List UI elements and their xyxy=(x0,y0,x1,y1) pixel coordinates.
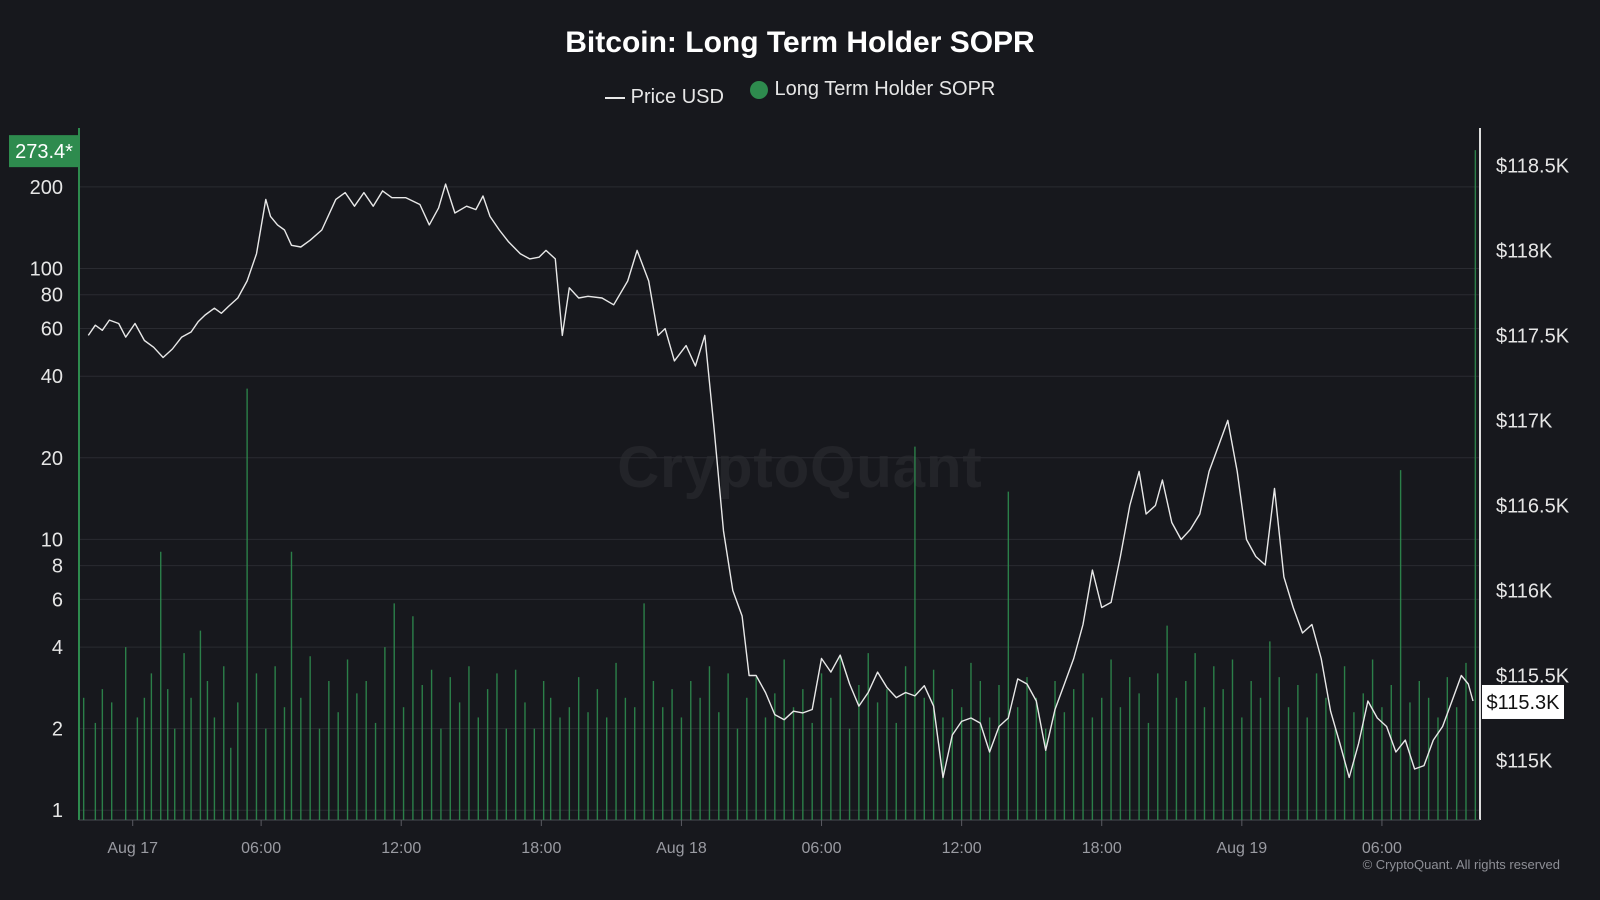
copyright-notice: © CryptoQuant. All rights reserved xyxy=(1362,857,1560,872)
legend-line-icon xyxy=(604,96,625,99)
y-right-tick-label: $117.5K xyxy=(1496,325,1570,347)
x-tick-label: Aug 18 xyxy=(656,840,707,857)
y-left-tick-label: 2 xyxy=(52,719,63,741)
chart-legend: Price USD Long Term Holder SOPR xyxy=(0,78,1600,109)
sopr-current-value: 273.4* xyxy=(15,141,73,163)
price-current-badge xyxy=(1482,684,1564,719)
y-left-tick-label: 4 xyxy=(52,637,63,659)
legend-item-sopr[interactable]: Long Term Holder SOPR xyxy=(749,78,996,101)
legend-label-sopr: Long Term Holder SOPR xyxy=(774,78,996,100)
y-right-tick-label: $117K xyxy=(1496,410,1553,432)
watermark: CryptoQuant xyxy=(617,435,983,500)
x-tick-label: 12:00 xyxy=(381,840,421,857)
y-left-tick-label: 20 xyxy=(41,448,63,470)
price-current-value: $115.3K xyxy=(1486,692,1560,714)
x-tick-label: 18:00 xyxy=(521,840,561,857)
x-tick-label: 06:00 xyxy=(1362,840,1402,857)
legend-label-price: Price USD xyxy=(630,86,724,108)
y-left-tick-label: 60 xyxy=(41,319,63,341)
y-left-tick-label: 80 xyxy=(41,285,63,307)
legend-item-price[interactable]: Price USD xyxy=(604,86,724,109)
x-tick-label: 06:00 xyxy=(802,840,842,857)
y-right-tick-label: $116.5K xyxy=(1496,495,1570,517)
y-left-tick-label: 100 xyxy=(30,258,63,280)
y-right-tick-label: $118.5K xyxy=(1496,155,1570,177)
x-tick-label: 18:00 xyxy=(1082,840,1122,857)
x-tick-label: Aug 17 xyxy=(107,840,158,857)
chart-title: Bitcoin: Long Term Holder SOPR xyxy=(565,26,1035,59)
x-tick-label: Aug 19 xyxy=(1216,840,1267,857)
y-left-tick-label: 8 xyxy=(52,556,63,578)
y-left-tick-label: 200 xyxy=(30,177,63,199)
x-tick-label: 06:00 xyxy=(241,840,281,857)
legend-dot-icon xyxy=(749,80,768,99)
y-left-tick-label: 40 xyxy=(41,366,63,388)
x-tick-label: 12:00 xyxy=(942,840,982,857)
y-right-tick-label: $118K xyxy=(1496,240,1553,262)
y-right-tick-label: $115.5K xyxy=(1496,665,1570,687)
y-left-tick-label: 1 xyxy=(52,800,63,822)
y-right-tick-label: $116K xyxy=(1496,580,1553,602)
sopr-current-badge xyxy=(9,135,79,168)
price-line[interactable] xyxy=(87,183,1474,779)
y-left-tick-label: 6 xyxy=(52,589,63,611)
y-right-tick-label: $115K xyxy=(1496,750,1553,772)
y-left-tick-label: 10 xyxy=(41,529,63,551)
